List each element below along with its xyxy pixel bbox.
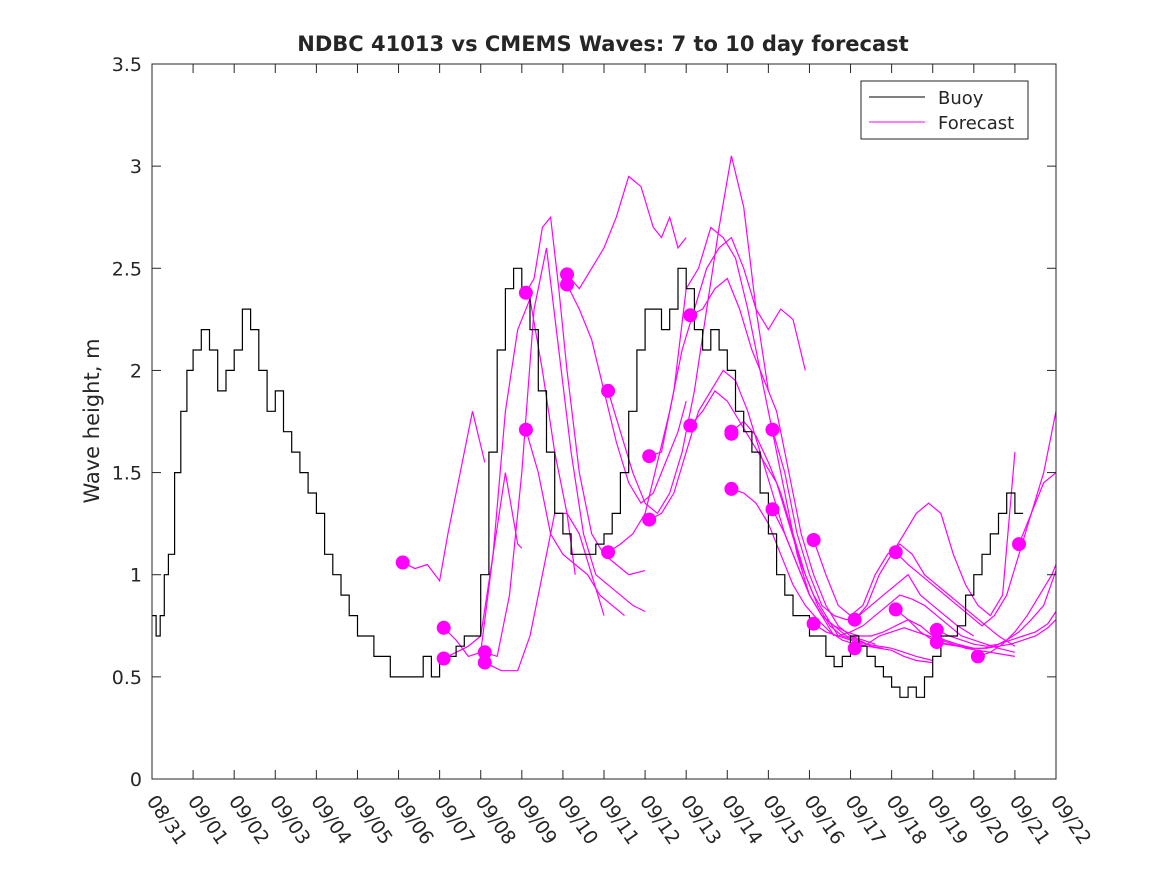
forecast-marker-16 [724,426,739,441]
forecast-series-line-10 [607,236,806,553]
forecast-marker-11 [642,449,657,464]
forecast-marker-22 [847,612,862,627]
y-tick-label: 3.5 [112,54,142,76]
forecast-series-line-23 [895,411,1057,627]
y-tick-label: 0.5 [112,667,142,689]
legend: Buoy Forecast [860,80,1029,140]
forecast-marker-17 [724,481,739,496]
y-tick-label: 1 [130,565,142,587]
forecast-marker-12 [642,512,657,527]
forecast-marker-28 [970,649,985,664]
forecast-series-line-15 [731,420,933,662]
forecast-marker-8 [560,277,574,292]
forecast-marker-21 [806,616,821,631]
forecast-marker-24 [888,545,903,560]
legend-forecast-label: Forecast [938,113,1014,134]
forecast-marker-23 [847,641,862,656]
forecast-marker-27 [929,635,944,650]
forecast-series-line-3 [484,247,646,658]
forecast-series-line-28 [1018,472,1057,545]
forecast-marker-14 [683,418,698,433]
forecast-marker-6 [518,422,533,437]
forecast-marker-2 [436,651,451,666]
legend-buoy-label: Buoy [938,88,984,109]
y-tick-label: 1.5 [112,463,142,485]
forecast-series-line-20 [813,594,1016,653]
chart-title: NDBC 41013 vs CMEMS Waves: 7 to 10 day f… [297,32,908,56]
forecast-series-line-25 [936,611,1057,647]
y-tick-label: 2.5 [112,258,142,280]
forecast-marker-0 [395,555,410,570]
forecast-marker-3 [477,645,492,660]
forecast-marker-9 [601,383,616,398]
forecast-marker-13 [683,308,698,323]
forecast-marker-18 [765,422,780,437]
y-tick-label: 3 [130,156,142,178]
forecast-series-line-21 [854,452,1016,621]
y-tick-label: 2 [130,360,142,382]
buoy-series-line [152,267,1024,698]
forecast-series-line-16 [731,488,933,664]
forecast-marker-26 [929,622,944,637]
y-axis-label: Wave height, m [80,338,104,503]
forecast-marker-4 [477,655,492,670]
forecast-series-line-7 [566,175,687,290]
forecast-marker-29 [1012,537,1026,552]
forecast-marker-19 [765,502,780,517]
forecast-series-line-17 [771,429,975,637]
y-tick-label: 0 [130,769,142,791]
forecast-series-line-5 [525,215,646,576]
forecast-series-line-6 [525,429,625,617]
forecast-marker-1 [436,620,451,635]
forecast-series-line-1 [443,296,576,658]
legend-box [860,80,1029,140]
forecast-series-line-0 [402,411,486,583]
forecast-marker-20 [806,533,821,547]
forecast-marker-5 [518,285,533,300]
forecast-series-line-8 [566,284,687,505]
forecast-marker-25 [888,602,903,617]
forecast-marker-7 [560,267,574,282]
forecast-series-line-27 [977,564,1057,657]
forecast-marker-10 [601,545,616,560]
forecast-series-line-19 [813,539,1016,647]
